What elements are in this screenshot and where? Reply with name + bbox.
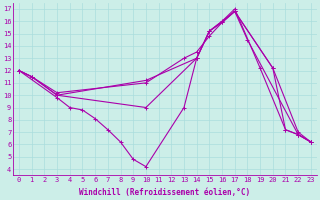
X-axis label: Windchill (Refroidissement éolien,°C): Windchill (Refroidissement éolien,°C)	[79, 188, 251, 197]
